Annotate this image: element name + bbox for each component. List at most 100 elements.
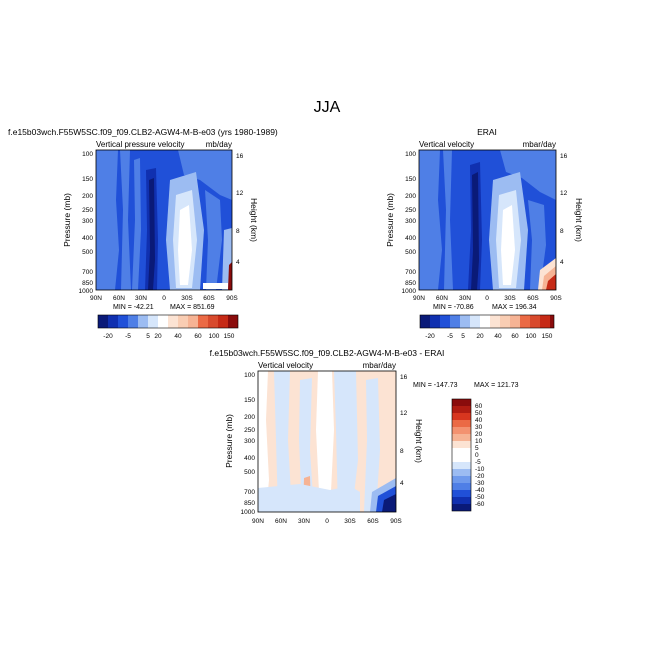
- obs-xtick: 60S: [527, 295, 539, 302]
- model-cbar-label: 40: [174, 333, 182, 340]
- diff-max-label: MAX = 121.73: [474, 382, 519, 389]
- diff-cbar-label: 60: [475, 403, 483, 410]
- diff-cbar-label: 30: [475, 424, 483, 431]
- model-ytick: 200: [82, 193, 93, 200]
- model-xtick: 90N: [90, 295, 102, 302]
- obs-xtick: 0: [485, 295, 489, 302]
- diff-ytick-right: 12: [400, 410, 408, 417]
- obs-ytick: 850: [405, 280, 416, 287]
- obs-ytick: 150: [405, 176, 416, 183]
- obs-colorbar: -20 -5 5 20 40 60 100 150: [419, 314, 555, 340]
- model-ytick: 100: [82, 151, 93, 158]
- obs-ytick: 1000: [402, 288, 417, 295]
- obs-ytick-right: 12: [560, 190, 568, 197]
- model-colorbar: -20 -5 5 20 40 60 100 150: [97, 314, 239, 340]
- obs-ytick-right: 16: [560, 153, 568, 160]
- model-left-label: Vertical pressure velocity: [96, 140, 184, 149]
- obs-xtick: 90S: [550, 295, 562, 302]
- obs-cbar-label: 60: [511, 333, 519, 340]
- diff-panel: f.e15b03wch.F55W5SC.f09_f09.CLB2-AGW4-M-…: [210, 348, 519, 525]
- model-cbar-label: 5: [146, 333, 150, 340]
- model-ytick: 300: [82, 218, 93, 225]
- diff-cbar-label: -10: [475, 466, 485, 473]
- obs-ytick: 700: [405, 269, 416, 276]
- obs-cbar-label: 150: [542, 333, 553, 340]
- diff-ytick: 700: [244, 489, 255, 496]
- diff-y-ticks-right: 16 12 8 4: [400, 374, 408, 487]
- diff-cbar-label: 5: [475, 445, 479, 452]
- model-ytick: 1000: [79, 288, 94, 295]
- diff-ytick-right: 4: [400, 480, 404, 487]
- obs-contour-field: [419, 150, 556, 290]
- obs-cbar-label: 5: [461, 333, 465, 340]
- obs-ytick: 400: [405, 235, 416, 242]
- model-y-ticks: 100 150 200 250 300 400 500 700 850 1000: [79, 151, 94, 295]
- obs-ylabel: Pressure (mb): [385, 193, 395, 247]
- model-ytick-right: 12: [236, 190, 244, 197]
- model-ytick: 850: [82, 280, 93, 287]
- model-cbar-label: -20: [103, 333, 113, 340]
- obs-y-ticks: 100 150 200 250 300 400 500 700 850 1000: [402, 151, 417, 295]
- diff-ytick-right: 8: [400, 448, 404, 455]
- diff-ytick-right: 16: [400, 374, 408, 381]
- diff-xtick: 0: [325, 518, 329, 525]
- model-ylabel: Pressure (mb): [62, 193, 72, 247]
- model-right-label: mb/day: [206, 140, 232, 149]
- diff-cbar-label: 50: [475, 410, 483, 417]
- diff-cbar-label: -5: [475, 459, 481, 466]
- obs-xtick: 30N: [459, 295, 471, 302]
- model-panel-title: f.e15b03wch.F55W5SC.f09_f09.CLB2-AGW4-M-…: [8, 127, 278, 137]
- season-title: JJA: [314, 99, 341, 116]
- diff-cbar-label: 20: [475, 431, 483, 438]
- obs-panel: ERAI Vertical velocity mbar/day Pressure…: [385, 127, 584, 340]
- diff-cbar-label: -40: [475, 487, 485, 494]
- obs-right-label: mbar/day: [523, 140, 556, 149]
- diff-ylabel-right: Height (km): [414, 419, 424, 463]
- model-xtick: 90S: [226, 295, 238, 302]
- model-ytick: 150: [82, 176, 93, 183]
- obs-ytick-right: 8: [560, 228, 564, 235]
- obs-ytick: 200: [405, 193, 416, 200]
- obs-ytick: 500: [405, 249, 416, 256]
- model-ytick-right: 4: [236, 259, 240, 266]
- obs-ytick: 100: [405, 151, 416, 158]
- model-cbar-label: -5: [125, 333, 131, 340]
- model-panel: f.e15b03wch.F55W5SC.f09_f09.CLB2-AGW4-M-…: [8, 127, 278, 340]
- model-xtick: 30N: [135, 295, 147, 302]
- model-max-label: MAX = 851.69: [170, 304, 215, 311]
- model-y-ticks-right: 16 12 8 4: [236, 153, 244, 266]
- obs-panel-title: ERAI: [477, 127, 497, 137]
- diff-left-label: Vertical velocity: [258, 361, 313, 370]
- diff-y-ticks: 100 150 200 250 300 400 500 700 850 1000: [241, 372, 256, 516]
- diff-ytick: 250: [244, 427, 255, 434]
- diff-ytick: 400: [244, 455, 255, 462]
- obs-ytick-right: 4: [560, 259, 564, 266]
- diff-ytick: 100: [244, 372, 255, 379]
- model-cbar-label: 60: [194, 333, 202, 340]
- diff-xtick: 90N: [252, 518, 264, 525]
- diff-right-label: mbar/day: [363, 361, 396, 370]
- obs-xtick: 90N: [413, 295, 425, 302]
- diff-cbar-label: 0: [475, 452, 479, 459]
- model-cbar-label: 100: [209, 333, 220, 340]
- diff-panel-title: f.e15b03wch.F55W5SC.f09_f09.CLB2-AGW4-M-…: [210, 348, 445, 358]
- model-ytick-right: 8: [236, 228, 240, 235]
- model-xtick: 0: [162, 295, 166, 302]
- obs-min-label: MIN = -70.86: [433, 304, 474, 311]
- obs-xtick: 60N: [436, 295, 448, 302]
- diff-cbar-label: -50: [475, 494, 485, 501]
- model-xtick: 60S: [203, 295, 215, 302]
- obs-xtick: 30S: [504, 295, 516, 302]
- diff-xtick: 30S: [344, 518, 356, 525]
- obs-ylabel-right: Height (km): [574, 198, 584, 242]
- obs-ytick: 250: [405, 207, 416, 214]
- model-ytick: 700: [82, 269, 93, 276]
- diff-contour-field: [258, 371, 396, 512]
- diff-ytick: 850: [244, 500, 255, 507]
- model-ytick-right: 16: [236, 153, 244, 160]
- model-min-label: MIN = -42.21: [113, 304, 154, 311]
- diff-cbar-label: -60: [475, 501, 485, 508]
- obs-cbar-label: 100: [526, 333, 537, 340]
- obs-y-ticks-right: 16 12 8 4: [560, 153, 568, 266]
